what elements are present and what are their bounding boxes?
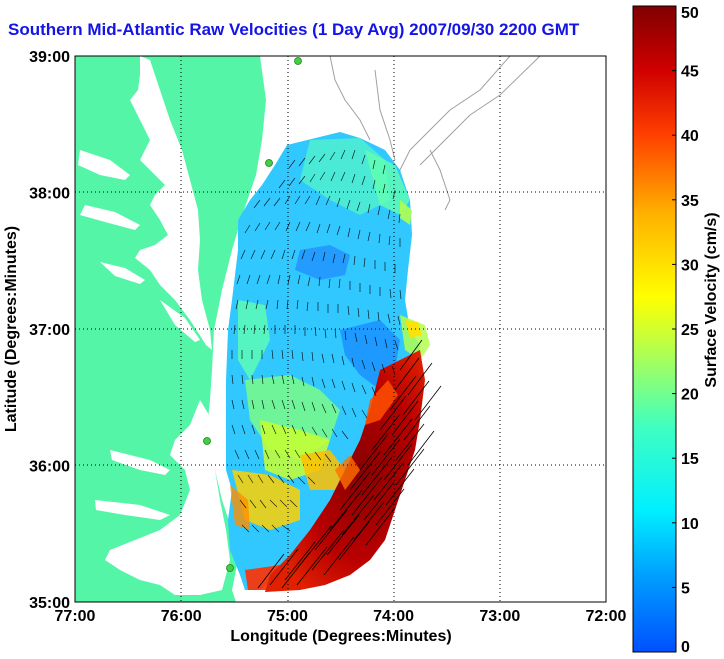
colorbar-tick-label: 20 <box>681 387 699 404</box>
grid-lines <box>75 56 606 602</box>
colorbar <box>632 5 677 653</box>
radar-site-marker <box>294 57 302 65</box>
colorbar-tick-label: 0 <box>681 639 690 656</box>
radar-site-marker <box>226 564 234 572</box>
x-tick-label: 75:00 <box>267 608 308 625</box>
y-tick-label: 36:00 <box>29 459 70 476</box>
heatmap-base <box>226 132 420 590</box>
colorbar-tick-label: 45 <box>681 64 699 81</box>
colorbar-label: Surface Velocity (cm/s) <box>703 212 720 387</box>
gulf-stream-vectors <box>257 339 442 589</box>
y-tick-label: 37:00 <box>29 322 70 339</box>
x-tick-label: 74:00 <box>373 608 414 625</box>
colorbar-tick-label: 15 <box>681 451 699 468</box>
x-tick-label: 76:00 <box>161 608 202 625</box>
y-tick-label: 35:00 <box>29 595 70 612</box>
x-tick-label: 73:00 <box>479 608 520 625</box>
colorbar-tick-label: 10 <box>681 516 699 533</box>
x-tick-labels: 77:00 76:00 75:00 74:00 73:00 72:00 <box>55 608 627 625</box>
plot-frame <box>74 55 607 603</box>
radar-site-marker <box>265 159 273 167</box>
velocity-field <box>226 132 442 592</box>
chart-title: Southern Mid-Atlantic Raw Velocities (1 … <box>8 20 580 39</box>
colorbar-tick-label: 5 <box>681 580 690 597</box>
y-axis-label: Latitude (Degrees:Minutes) <box>3 226 20 432</box>
colorbar-tick-label: 25 <box>681 322 699 339</box>
colorbar-tick-label: 50 <box>681 5 699 22</box>
velocity-vectors <box>231 149 402 533</box>
y-tick-label: 39:00 <box>29 49 70 66</box>
y-tick-label: 38:00 <box>29 186 70 203</box>
colorbar-tick-label: 40 <box>681 128 699 145</box>
y-tick-labels: 39:00 38:00 37:00 36:00 35:00 <box>29 49 70 612</box>
colorbar-tick-label: 35 <box>681 193 699 210</box>
radar-site-marker <box>203 437 211 445</box>
x-axis-label: Longitude (Degrees:Minutes) <box>230 628 451 645</box>
land-mass <box>75 56 266 602</box>
radar-site-markers <box>203 57 302 572</box>
map-layer <box>75 56 541 602</box>
colorbar-tick-label: 30 <box>681 257 699 274</box>
pamlico-sound <box>105 400 230 595</box>
colorbar-ticks: 0 5 10 15 20 25 30 35 40 45 50 <box>672 5 699 656</box>
x-tick-label: 72:00 <box>586 608 627 625</box>
chesapeake-bay <box>130 56 212 350</box>
x-tick-label: 77:00 <box>55 608 96 625</box>
